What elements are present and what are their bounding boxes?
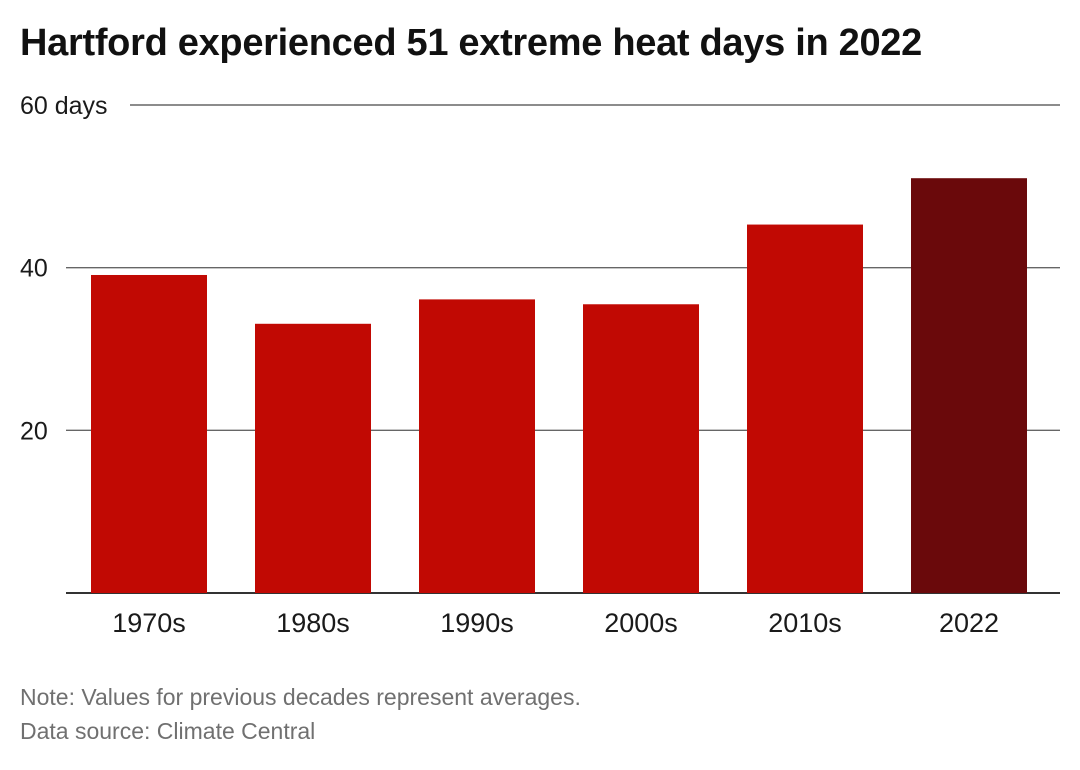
chart-title: Hartford experienced 51 extreme heat day… — [20, 22, 922, 64]
bar — [91, 274, 207, 593]
source-text: Data source: Climate Central — [20, 718, 316, 744]
x-tick-label: 1980s — [276, 608, 350, 638]
x-tick-label: 1990s — [440, 608, 514, 638]
bar — [747, 224, 863, 593]
x-tick-label: 1970s — [112, 608, 186, 638]
bar-chart: 20 40 60 days 1970s 1980s 1990s 2000s 2010s 2022 — [20, 92, 1060, 638]
note-text: Note: Values for previous decades repres… — [20, 684, 581, 710]
x-tick-label: 2022 — [939, 608, 999, 638]
x-tick-label: 2000s — [604, 608, 678, 638]
y-tick-label: 20 — [20, 417, 48, 445]
bar — [583, 304, 699, 593]
gridlines — [66, 104, 1060, 594]
bar — [911, 178, 1027, 593]
bars — [91, 178, 1027, 593]
bar — [419, 299, 535, 593]
axis-labels: 20 40 60 days 1970s 1980s 1990s 2000s 2010s 2022 — [20, 92, 999, 638]
bar — [255, 323, 371, 593]
y-tick-label: 40 — [20, 255, 48, 283]
x-tick-label: 2010s — [768, 608, 842, 638]
y-tick-label: 60 days — [20, 92, 108, 120]
footnotes: Note: Values for previous decades repres… — [20, 680, 581, 748]
